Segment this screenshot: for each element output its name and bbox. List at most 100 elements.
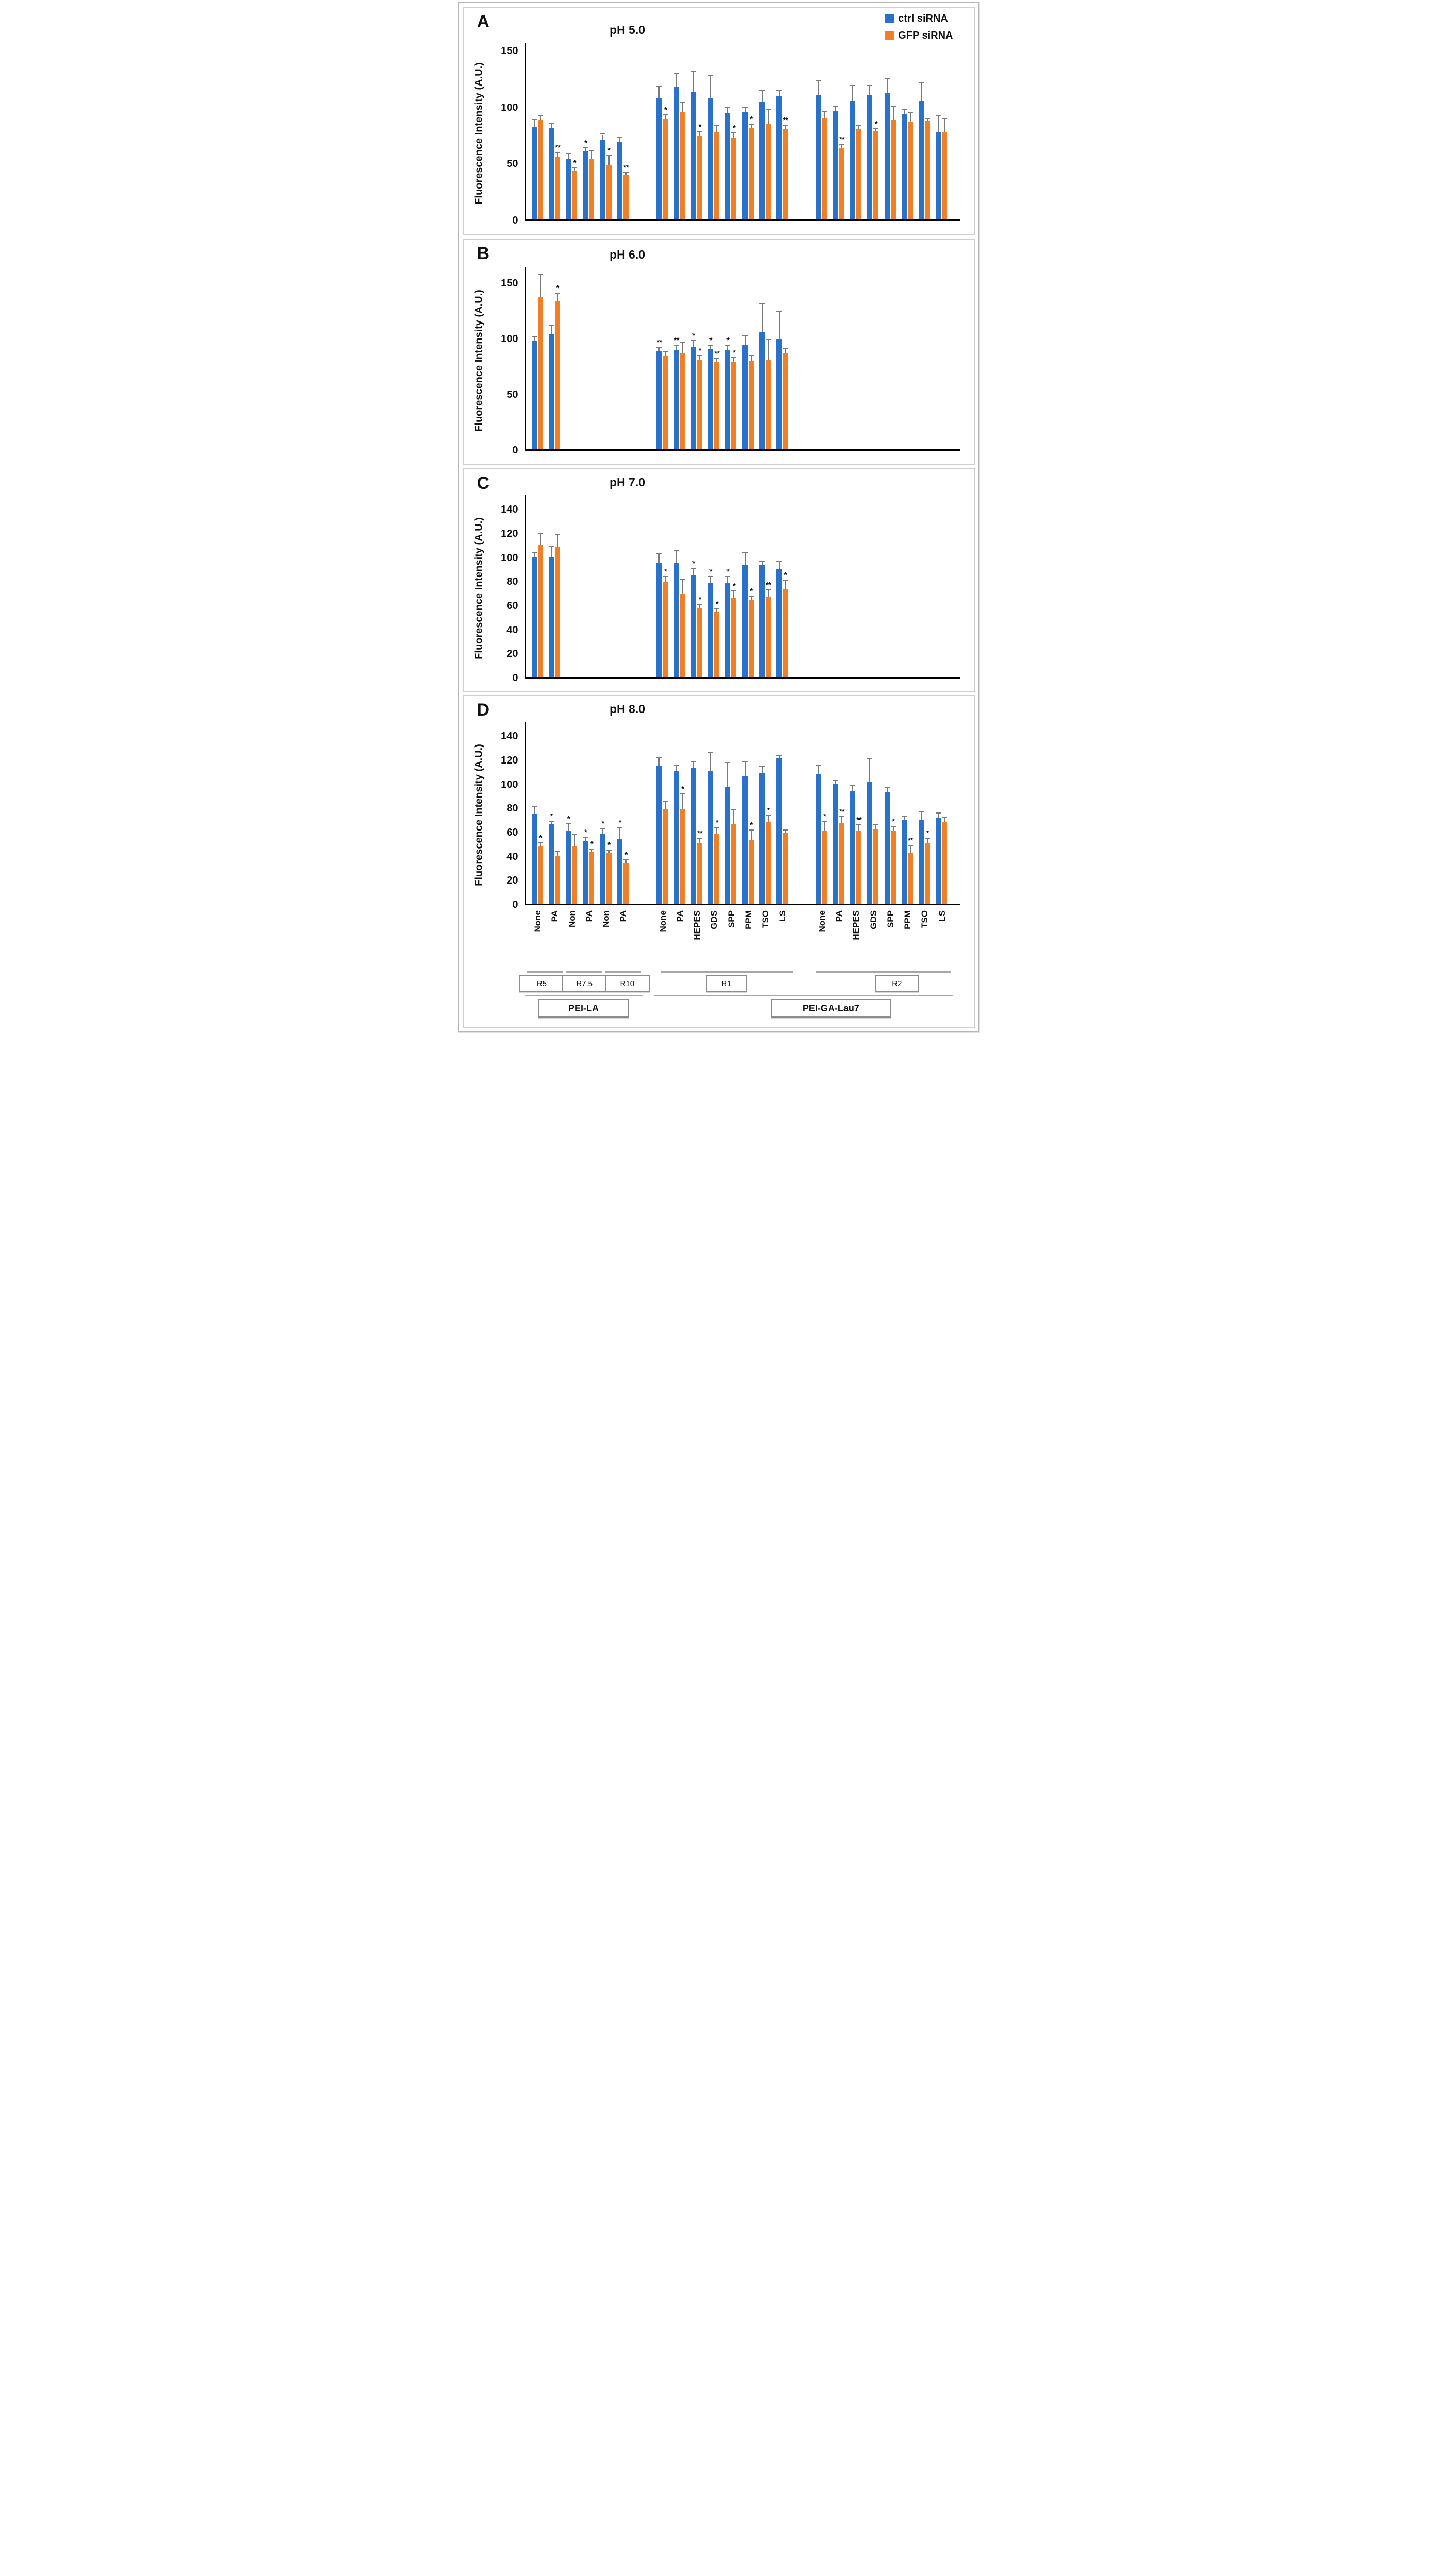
bar-ctrl bbox=[816, 95, 821, 219]
error-bar-cap bbox=[759, 766, 765, 767]
bar-gfp bbox=[606, 853, 612, 904]
error-bar-ctrl bbox=[551, 822, 552, 824]
y-tick-label: 150 bbox=[501, 277, 518, 289]
sig-marker: * bbox=[601, 819, 604, 828]
bar-gfp bbox=[783, 129, 788, 219]
bar-ctrl bbox=[656, 98, 662, 219]
plot-area: * ** ** * * * ** * * bbox=[524, 267, 960, 451]
sig-marker: * bbox=[732, 582, 736, 591]
error-bar-gfp bbox=[682, 580, 683, 594]
bar-ctrl bbox=[776, 569, 782, 677]
bracket-r2 bbox=[815, 971, 951, 973]
error-bar-ctrl bbox=[551, 326, 552, 335]
y-tick-label: 0 bbox=[512, 445, 518, 456]
panel-letter: D bbox=[477, 700, 490, 720]
error-bar-cap bbox=[680, 579, 685, 580]
plot-area: ** * * * ** * * * * ** ** * bbox=[524, 43, 960, 221]
error-bar-gfp bbox=[767, 110, 769, 124]
panel-title: pH 7.0 bbox=[609, 476, 646, 489]
bar-gfp bbox=[697, 608, 702, 677]
bar-gfp bbox=[572, 171, 578, 219]
error-bar-cap bbox=[850, 85, 856, 87]
error-bar-cap bbox=[731, 590, 737, 592]
ratio-box-r7-5: R7.5 bbox=[562, 975, 607, 992]
x-tick-label: PPM bbox=[903, 910, 913, 929]
bar-gfp bbox=[537, 120, 543, 219]
error-bar-cap bbox=[742, 106, 748, 108]
y-tick-label: 80 bbox=[506, 576, 518, 588]
error-bar-cap bbox=[919, 81, 924, 83]
y-tick-label: 100 bbox=[501, 552, 518, 564]
error-bar-cap bbox=[901, 816, 907, 817]
sig-marker: * bbox=[664, 567, 667, 577]
error-bar-gfp bbox=[785, 125, 786, 129]
error-bar-gfp bbox=[682, 794, 683, 809]
error-bar-gfp bbox=[858, 825, 860, 831]
sig-marker: * bbox=[539, 834, 542, 843]
bar-ctrl bbox=[884, 93, 890, 219]
error-bar-cap bbox=[623, 859, 629, 860]
bar-gfp bbox=[731, 824, 737, 904]
error-bar-cap bbox=[531, 806, 537, 808]
sig-marker: * bbox=[618, 818, 622, 827]
bar-gfp bbox=[925, 121, 930, 219]
bar-gfp bbox=[748, 128, 754, 219]
panel-letter: A bbox=[477, 12, 490, 31]
bar-ctrl bbox=[600, 140, 605, 219]
x-tick-label: None bbox=[817, 910, 827, 933]
error-bar-cap bbox=[680, 102, 685, 104]
error-bar-cap bbox=[714, 827, 720, 828]
bar-gfp bbox=[555, 301, 560, 449]
bar-gfp bbox=[890, 830, 896, 904]
x-axis-line bbox=[524, 219, 960, 221]
x-tick-label: PA bbox=[834, 910, 844, 922]
bar-ctrl bbox=[776, 758, 782, 904]
y-tick-label: 50 bbox=[506, 388, 518, 400]
panel-title: pH 8.0 bbox=[609, 702, 646, 716]
error-bar-ctrl bbox=[568, 154, 569, 159]
error-bar-gfp bbox=[733, 591, 735, 598]
bar-gfp bbox=[748, 600, 754, 677]
bar-ctrl bbox=[531, 127, 537, 219]
y-tick-label: 0 bbox=[512, 899, 518, 910]
error-bar-cap bbox=[890, 105, 896, 107]
error-bar-cap bbox=[783, 829, 788, 831]
bar-ctrl bbox=[901, 819, 907, 904]
error-bar-ctrl bbox=[886, 79, 888, 93]
error-bar-ctrl bbox=[869, 759, 871, 783]
y-axis-label: Fluorescence Intensity (A.U.) bbox=[473, 744, 484, 886]
error-bar-gfp bbox=[785, 349, 786, 354]
error-bar-ctrl bbox=[658, 554, 660, 563]
error-bar-gfp bbox=[909, 846, 911, 853]
bar-ctrl bbox=[708, 583, 714, 677]
polymer-box-pei-la: PEI-LA bbox=[538, 999, 629, 1018]
bar-ctrl bbox=[549, 824, 554, 904]
x-tick-label: LS bbox=[937, 910, 947, 922]
error-bar-cap bbox=[708, 75, 714, 76]
error-bar-cap bbox=[901, 109, 907, 110]
error-bar-cap bbox=[690, 70, 696, 72]
y-tick-label: 40 bbox=[506, 851, 518, 862]
error-bar-cap bbox=[725, 762, 731, 763]
error-bar-cap bbox=[867, 85, 873, 87]
error-bar-ctrl bbox=[658, 87, 660, 99]
y-tick-label: 100 bbox=[501, 778, 518, 790]
error-bar-ctrl bbox=[619, 138, 620, 142]
error-bar-cap bbox=[748, 829, 754, 831]
sig-marker: * bbox=[607, 841, 611, 850]
ratio-box-r10: R10 bbox=[604, 975, 650, 992]
error-bar-cap bbox=[742, 334, 748, 336]
error-bar-cap bbox=[742, 552, 748, 553]
error-bar-ctrl bbox=[886, 788, 888, 792]
error-bar-cap bbox=[776, 89, 782, 91]
error-bar-cap bbox=[531, 118, 537, 120]
bar-ctrl bbox=[725, 787, 731, 904]
x-axis-line bbox=[524, 449, 960, 451]
bar-gfp bbox=[555, 547, 560, 677]
sig-marker: * bbox=[698, 123, 701, 132]
error-bar-gfp bbox=[767, 590, 769, 597]
bar-ctrl bbox=[549, 556, 554, 677]
error-bar-cap bbox=[663, 351, 668, 353]
